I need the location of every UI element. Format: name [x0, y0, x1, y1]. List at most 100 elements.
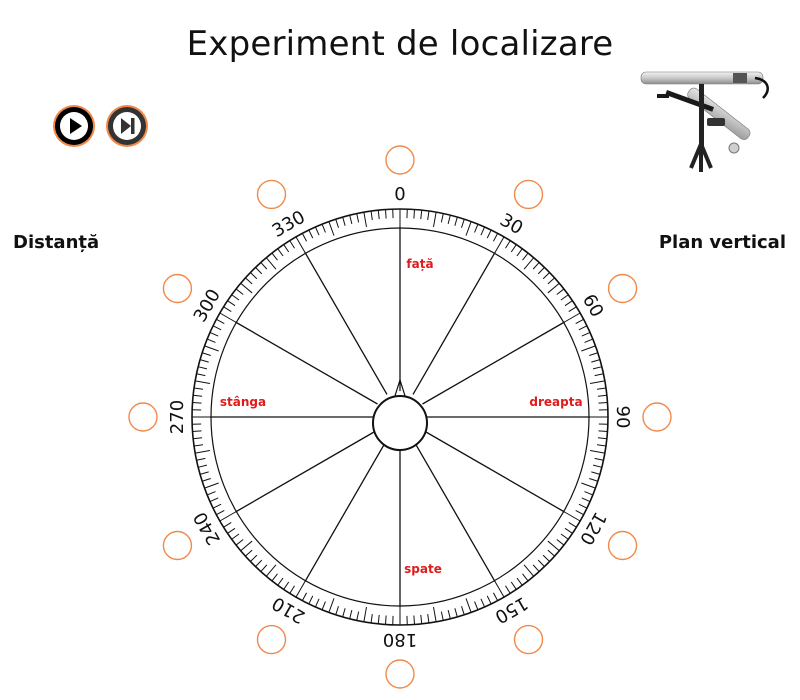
direction-spoke	[235, 429, 378, 513]
direction-spoke	[235, 321, 378, 405]
scale-tick	[465, 221, 472, 236]
scale-tick	[581, 497, 591, 503]
scale-tick	[223, 306, 232, 312]
scale-tick	[413, 615, 416, 625]
scale-tick	[335, 219, 339, 228]
scale-tick	[283, 581, 290, 590]
speaker-position-90[interactable]	[642, 402, 672, 432]
scale-tick	[420, 614, 423, 624]
scale-tick	[212, 503, 222, 509]
scale-tick	[328, 598, 335, 613]
scale-tick	[537, 559, 545, 567]
scale-tick	[193, 387, 204, 390]
scale-tick	[245, 277, 253, 285]
scale-tick	[240, 540, 253, 552]
scale-tick	[454, 216, 458, 226]
scale-tick	[575, 318, 584, 325]
speaker-position-180[interactable]	[385, 659, 415, 689]
play-button[interactable]	[55, 107, 93, 145]
scale-tick	[193, 444, 204, 447]
scale-tick	[271, 252, 278, 261]
scale-tick	[245, 549, 253, 557]
degree-label: 240	[190, 508, 225, 548]
scale-tick	[592, 464, 602, 468]
scale-tick	[277, 577, 284, 586]
scale-tick	[597, 437, 607, 440]
scale-tick	[494, 236, 505, 254]
scale-tick	[250, 554, 258, 562]
scale-tick	[492, 592, 499, 601]
scale-tick	[314, 226, 320, 236]
play-icon	[60, 112, 88, 140]
scale-tick	[356, 213, 360, 223]
scale-tick	[321, 223, 326, 233]
scale-tick	[447, 609, 451, 619]
scale-tick	[591, 359, 601, 363]
scale-tick	[235, 539, 244, 546]
scale-tick	[377, 210, 380, 220]
speaker-position-150[interactable]	[513, 624, 544, 655]
scale-tick	[356, 611, 360, 621]
scale-tick	[474, 601, 479, 611]
direction-spoke	[422, 321, 565, 405]
scale-tick	[596, 444, 607, 447]
speaker-position-210[interactable]	[256, 624, 287, 655]
scale-tick	[363, 212, 367, 228]
scale-tick	[581, 331, 591, 337]
speaker-position-240[interactable]	[162, 530, 193, 561]
scale-tick	[560, 294, 569, 301]
degree-label: 120	[575, 508, 610, 548]
scale-tick	[204, 482, 219, 489]
speaker-position-60[interactable]	[607, 273, 638, 304]
distance-option[interactable]: Distanță	[13, 232, 100, 253]
scale-tick	[223, 522, 232, 528]
speaker-position-300[interactable]	[162, 273, 193, 304]
scale-tick	[420, 210, 423, 220]
scale-tick	[265, 564, 277, 577]
scale-tick	[556, 539, 565, 546]
scale-tick	[596, 387, 607, 390]
scale-tick	[349, 609, 353, 619]
scale-tick	[594, 373, 604, 377]
scale-tick	[209, 497, 219, 503]
scale-tick	[235, 288, 244, 295]
speaker-position-120[interactable]	[607, 530, 638, 561]
speaker-position-330[interactable]	[256, 179, 287, 210]
scale-tick	[480, 226, 486, 236]
speaker-position-0[interactable]	[385, 145, 415, 175]
scale-tick	[198, 464, 208, 468]
scale-tick	[196, 457, 206, 461]
scale-tick	[199, 471, 209, 475]
scale-tick	[195, 380, 211, 384]
scale-tick	[413, 209, 416, 219]
scale-tick	[461, 219, 465, 228]
scale-tick	[563, 511, 581, 522]
scale-tick	[265, 257, 277, 270]
scale-tick	[301, 592, 308, 601]
scale-tick	[522, 573, 529, 582]
scale-tick	[219, 511, 237, 522]
vertical-plane-option[interactable]: Plan vertical	[658, 232, 786, 253]
scale-tick	[216, 318, 225, 325]
scale-tick	[202, 352, 211, 356]
scale-tick	[433, 212, 437, 228]
skip-next-button[interactable]	[108, 107, 146, 145]
scale-tick	[198, 366, 208, 370]
scale-tick	[370, 613, 373, 624]
scale-tick	[584, 338, 594, 343]
speaker-position-30[interactable]	[513, 179, 544, 210]
direction-label-left: stânga	[220, 395, 266, 409]
scale-tick	[454, 608, 458, 618]
degree-label: 300	[190, 286, 225, 326]
degree-label: 150	[491, 592, 531, 627]
speaker-position-270[interactable]	[128, 402, 158, 432]
scale-tick	[193, 437, 203, 440]
scale-tick	[192, 401, 202, 404]
scale-tick	[363, 606, 367, 622]
scale-tick	[492, 233, 499, 242]
scale-tick	[349, 215, 353, 225]
scale-tick	[486, 229, 492, 239]
scale-tick	[260, 564, 268, 572]
scale-tick	[510, 244, 517, 253]
